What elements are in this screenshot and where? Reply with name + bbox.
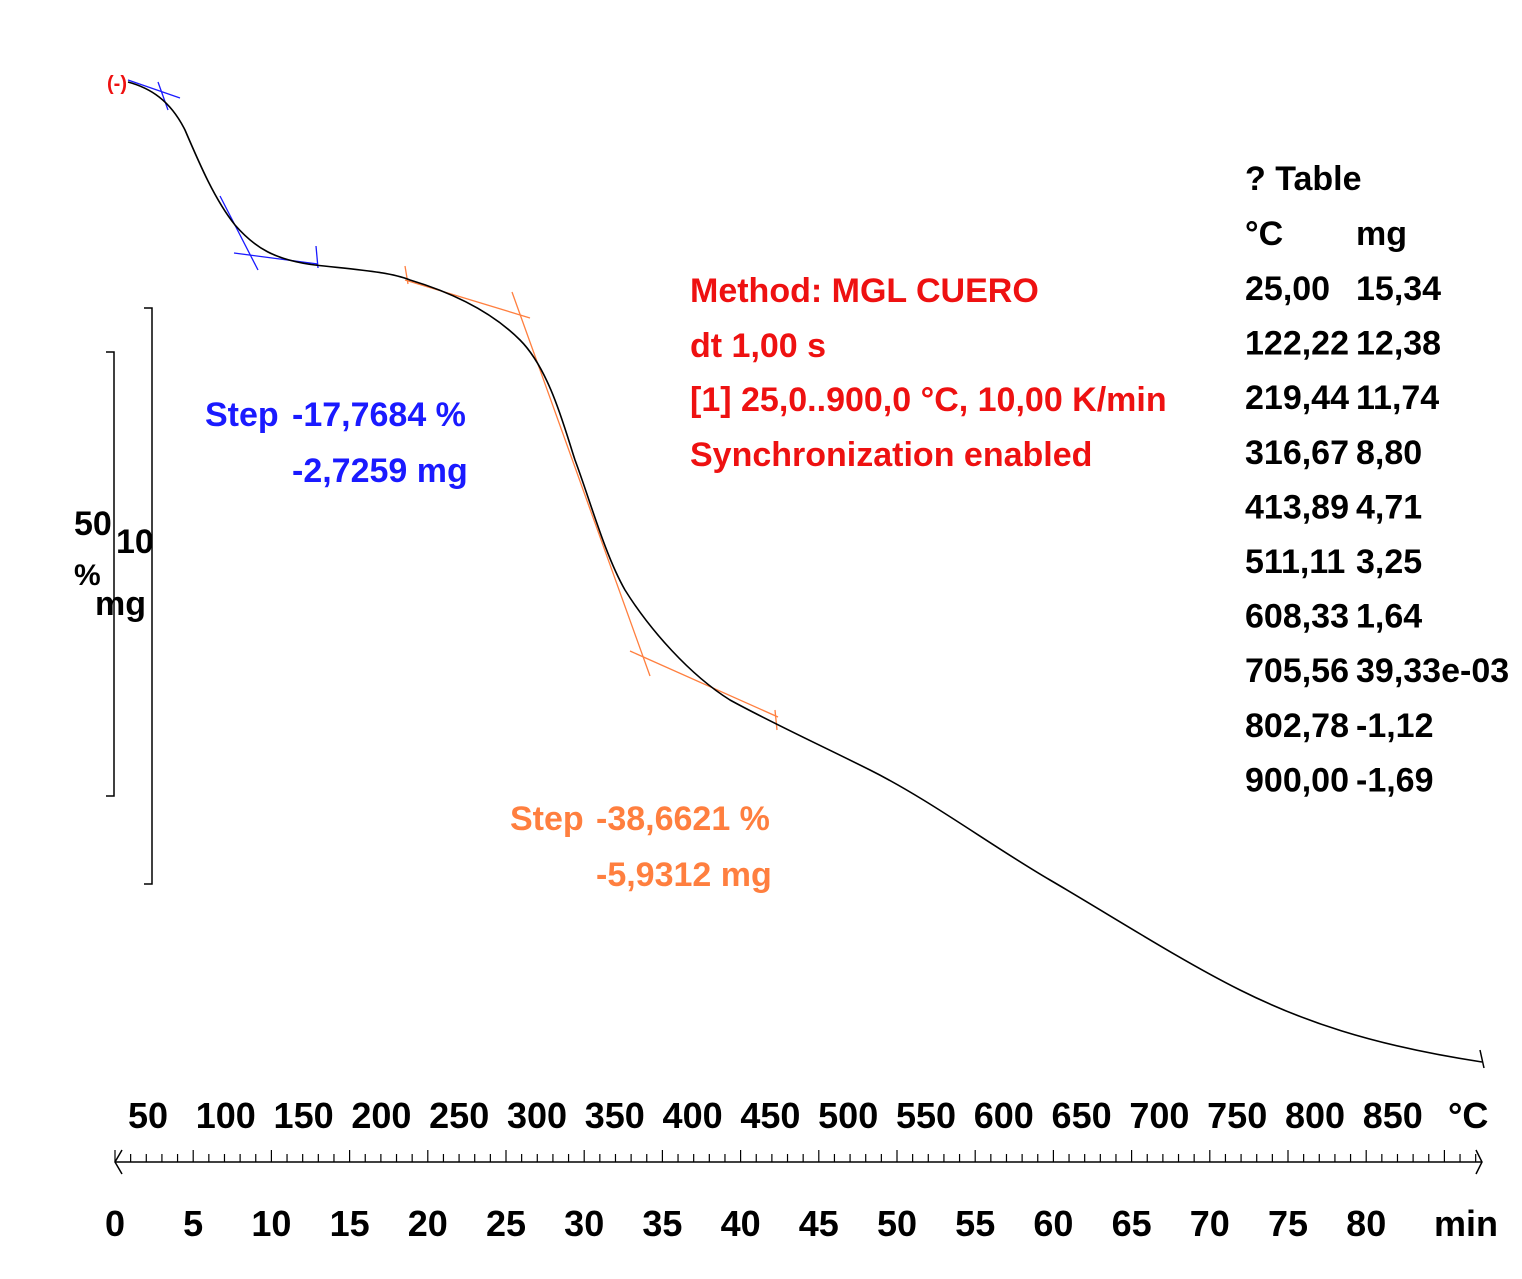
x-tick-label-temp: 700 — [1129, 1095, 1189, 1136]
step1-tangents — [127, 79, 319, 271]
x-tick-label-time: 80 — [1346, 1203, 1386, 1244]
x-tick-label-time: 30 — [564, 1203, 604, 1244]
y-scale-percent-unit: % — [74, 559, 101, 592]
y-scale-mg-unit: mg — [95, 585, 146, 623]
x-tick-label-time: 45 — [799, 1203, 839, 1244]
x-axis-unit-temp: °C — [1448, 1095, 1488, 1136]
x-tick-label-temp: 300 — [507, 1095, 567, 1136]
table-cell-mass: 15,34 — [1356, 270, 1441, 308]
x-tick-label-time: 10 — [251, 1203, 291, 1244]
x-tick-label-temp: 750 — [1207, 1095, 1267, 1136]
table-cell-mass: 8,80 — [1356, 434, 1422, 472]
x-tick-label-temp: 50 — [128, 1095, 168, 1136]
x-tick-label-temp: 600 — [974, 1095, 1034, 1136]
table-cell-mass: -1,12 — [1356, 707, 1434, 745]
table-cell-mass: 11,74 — [1356, 379, 1439, 417]
table-cell-temp: 413,89 — [1245, 488, 1349, 526]
table-cell-temp: 219,44 — [1245, 379, 1349, 417]
x-tick-label-temp: 500 — [818, 1095, 878, 1136]
x-tick-label-temp: 800 — [1285, 1095, 1345, 1136]
x-tick-label-time: 25 — [486, 1203, 526, 1244]
curve-end-marker — [1479, 1049, 1485, 1069]
step2-percent: -38,6621 % — [596, 800, 770, 838]
x-tick-label-temp: 450 — [740, 1095, 800, 1136]
x-tick-label-time: 20 — [408, 1203, 448, 1244]
step2-mass: -5,9312 mg — [596, 856, 772, 894]
step1-percent: -17,7684 % — [292, 396, 466, 434]
x-tick-label-time: 65 — [1112, 1203, 1152, 1244]
x-tick-label-time: 55 — [955, 1203, 995, 1244]
start-marker: (-) — [107, 73, 127, 95]
x-tick-label-time: 35 — [642, 1203, 682, 1244]
table-cell-mass: 4,71 — [1356, 488, 1422, 526]
table-cell-temp: 900,00 — [1245, 761, 1349, 799]
table-cell-temp: 705,56 — [1245, 652, 1349, 690]
method-line-4: Synchronization enabled — [690, 436, 1092, 474]
step1-label: Step — [205, 396, 279, 434]
x-tick-label-temp: 550 — [896, 1095, 956, 1136]
x-axis — [114, 1149, 1483, 1175]
table-header-temp: °C — [1245, 215, 1283, 253]
table-cell-temp: 608,33 — [1245, 598, 1349, 636]
y-scale-bars — [106, 307, 153, 885]
x-tick-label-temp: 200 — [351, 1095, 411, 1136]
x-tick-labels-temp: 50 100 150 200 250 300 350 400 450 500 550 600 650 70… — [128, 1095, 1423, 1136]
x-axis-unit-time: min — [1434, 1203, 1498, 1244]
x-tick-label-temp: 650 — [1052, 1095, 1112, 1136]
table-cell-mass: 12,38 — [1356, 325, 1441, 363]
method-line-1: Method: MGL CUERO — [690, 272, 1039, 310]
x-tick-label-time: 0 — [105, 1203, 125, 1244]
x-tick-label-time: 75 — [1268, 1203, 1308, 1244]
method-line-3: [1] 25,0..900,0 °C, 10,00 K/min — [690, 381, 1167, 419]
table-header-mass: mg — [1356, 215, 1407, 253]
table-cell-temp: 802,78 — [1245, 707, 1349, 745]
table-cell-mass: -1,69 — [1356, 761, 1434, 799]
method-line-2: dt 1,00 s — [690, 327, 826, 365]
x-tick-label-time: 60 — [1033, 1203, 1073, 1244]
x-tick-label-time: 70 — [1190, 1203, 1230, 1244]
x-tick-label-temp: 250 — [429, 1095, 489, 1136]
table-cell-temp: 316,67 — [1245, 434, 1349, 472]
x-tick-label-temp: 350 — [585, 1095, 645, 1136]
y-scale-mg-value: 10 — [116, 523, 154, 561]
step1-mass: -2,7259 mg — [292, 452, 468, 490]
x-tick-label-time: 40 — [721, 1203, 761, 1244]
x-tick-label-time: 5 — [183, 1203, 203, 1244]
x-axis-right-arrow — [1475, 1149, 1483, 1175]
x-tick-label-temp: 150 — [274, 1095, 334, 1136]
step2-tangents — [404, 265, 779, 731]
tga-curve — [127, 81, 1483, 1063]
method-info: Method: MGL CUERO dt 1,00 s [1] 25,0..90… — [690, 272, 1167, 474]
mg-scale-bar — [144, 307, 153, 885]
x-tick-label-temp: 100 — [196, 1095, 256, 1136]
x-tick-label-temp: 400 — [663, 1095, 723, 1136]
y-scale-percent-value: 50 — [74, 505, 112, 543]
x-tick-label-temp: 850 — [1363, 1095, 1423, 1136]
table-cell-mass: 3,25 — [1356, 543, 1422, 581]
x-tick-label-time: 50 — [877, 1203, 917, 1244]
table-cell-mass: 1,64 — [1356, 598, 1422, 636]
table-cell-mass: 39,33e-03 — [1356, 652, 1509, 690]
x-axis-ticks — [114, 1150, 1477, 1162]
table-cell-temp: 25,00 — [1245, 270, 1330, 308]
table-title: ? Table — [1245, 160, 1362, 198]
percent-scale-bar — [106, 351, 115, 797]
table-cell-temp: 122,22 — [1245, 325, 1349, 363]
x-tick-label-time: 15 — [330, 1203, 370, 1244]
step2-label: Step — [510, 800, 584, 838]
table-cell-temp: 511,11 — [1245, 543, 1345, 581]
x-tick-labels-time: 0 5 10 15 20 25 30 35 40 45 50 55 60 65 70 75 80 — [105, 1203, 1386, 1244]
